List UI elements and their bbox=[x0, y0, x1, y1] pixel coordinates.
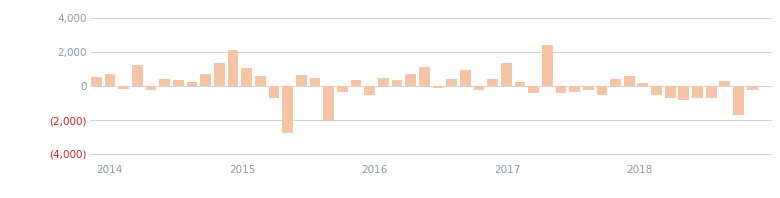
Bar bbox=[460, 70, 471, 86]
Bar bbox=[350, 80, 361, 86]
Bar bbox=[488, 78, 498, 86]
Bar bbox=[583, 86, 594, 90]
Bar bbox=[337, 86, 348, 92]
Bar bbox=[624, 76, 635, 86]
Bar bbox=[473, 86, 484, 90]
Bar bbox=[610, 79, 621, 86]
Bar bbox=[119, 86, 129, 89]
Bar bbox=[555, 86, 566, 93]
Bar bbox=[501, 63, 512, 86]
Bar bbox=[432, 86, 444, 88]
Bar bbox=[214, 63, 225, 86]
Bar bbox=[296, 75, 307, 86]
Bar bbox=[392, 80, 402, 86]
Bar bbox=[706, 86, 717, 98]
Bar bbox=[637, 83, 648, 86]
Bar bbox=[719, 81, 731, 86]
Bar bbox=[132, 65, 143, 86]
Bar bbox=[364, 86, 375, 95]
Bar bbox=[651, 86, 662, 95]
Bar bbox=[419, 68, 430, 86]
Bar bbox=[146, 86, 157, 90]
Bar bbox=[282, 86, 293, 133]
Bar bbox=[228, 50, 239, 86]
Bar bbox=[733, 86, 744, 115]
Bar bbox=[186, 82, 197, 86]
Bar bbox=[241, 68, 252, 86]
Bar bbox=[323, 86, 334, 121]
Bar bbox=[105, 74, 115, 86]
Bar bbox=[515, 82, 526, 86]
Bar bbox=[255, 76, 266, 86]
Bar bbox=[597, 86, 608, 95]
Bar bbox=[173, 80, 184, 86]
Bar bbox=[310, 78, 321, 86]
Bar bbox=[90, 77, 102, 86]
Bar bbox=[268, 86, 279, 98]
Bar bbox=[665, 86, 675, 98]
Bar bbox=[542, 46, 553, 86]
Bar bbox=[405, 74, 417, 86]
Bar bbox=[528, 86, 539, 93]
Bar bbox=[159, 79, 170, 86]
Bar bbox=[378, 78, 388, 86]
Bar bbox=[692, 86, 703, 98]
Bar bbox=[446, 79, 457, 86]
Bar bbox=[569, 86, 580, 92]
Bar bbox=[679, 86, 690, 100]
Bar bbox=[200, 74, 211, 86]
Bar bbox=[746, 86, 758, 89]
